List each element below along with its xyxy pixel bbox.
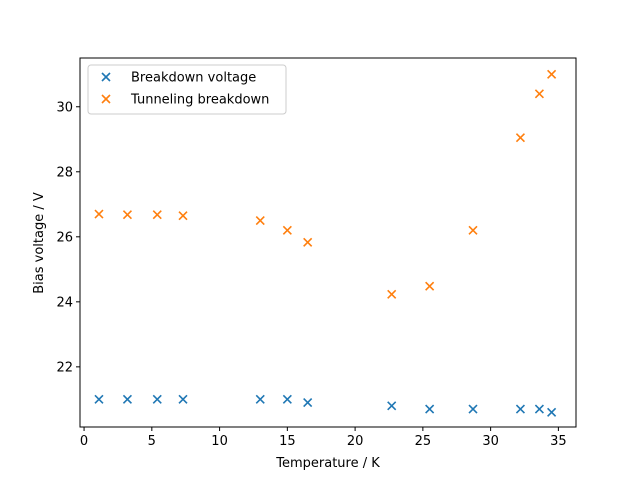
data-point [255, 215, 265, 226]
y-tick-label: 22 [56, 360, 73, 375]
legend-box [87, 64, 287, 115]
plot-area-border [79, 57, 577, 428]
legend-marker [101, 94, 111, 104]
y-axis-ticks: 22 24 26 28 30 [56, 100, 80, 375]
x-tick-label: 35 [550, 434, 567, 449]
y-tick-label: 26 [56, 230, 73, 245]
data-point [122, 210, 132, 220]
data-points [94, 69, 557, 417]
data-point [534, 404, 544, 414]
y-tick-label: 24 [56, 295, 73, 310]
x-tick-label: 25 [415, 434, 432, 449]
x-tick-label: 20 [347, 434, 364, 449]
data-point [282, 394, 292, 404]
x-axis-ticks: 0 5 10 15 20 25 30 35 [80, 427, 567, 449]
data-point [547, 407, 557, 417]
data-point [152, 210, 162, 220]
series-1-points [94, 394, 557, 417]
data-point [178, 394, 188, 404]
axes-frame [79, 57, 577, 428]
data-point [515, 404, 526, 414]
data-point [303, 237, 313, 247]
legend-marker [101, 72, 111, 82]
legend-label: Breakdown voltage [131, 71, 256, 86]
data-point [152, 394, 162, 404]
y-tick-label: 30 [56, 100, 73, 115]
x-axis-label: Temperature / K [275, 456, 380, 471]
data-point [387, 401, 397, 411]
data-point [534, 89, 544, 99]
x-tick-label: 5 [148, 434, 156, 449]
x-tick-label: 15 [279, 434, 296, 449]
y-axis-label: Bias voltage / V [32, 192, 47, 294]
data-point [468, 225, 478, 235]
data-point [94, 394, 104, 404]
x-tick-label: 30 [482, 434, 499, 449]
data-point [178, 211, 188, 221]
data-point [387, 289, 397, 299]
legend: Breakdown voltage Tunneling breakdown [87, 64, 287, 115]
legend-label: Tunneling breakdown [130, 93, 269, 108]
data-point [282, 225, 292, 235]
series-2-points [94, 69, 557, 299]
x-tick-label: 0 [80, 434, 88, 449]
data-point [122, 394, 132, 404]
data-point [515, 133, 526, 143]
data-point [255, 394, 265, 404]
y-tick-label: 28 [56, 165, 73, 180]
x-tick-label: 10 [211, 434, 228, 449]
data-point [94, 209, 104, 219]
data-point [425, 404, 435, 414]
data-point [547, 69, 557, 79]
data-point [425, 281, 435, 291]
data-point [468, 404, 478, 414]
data-point [303, 398, 313, 408]
